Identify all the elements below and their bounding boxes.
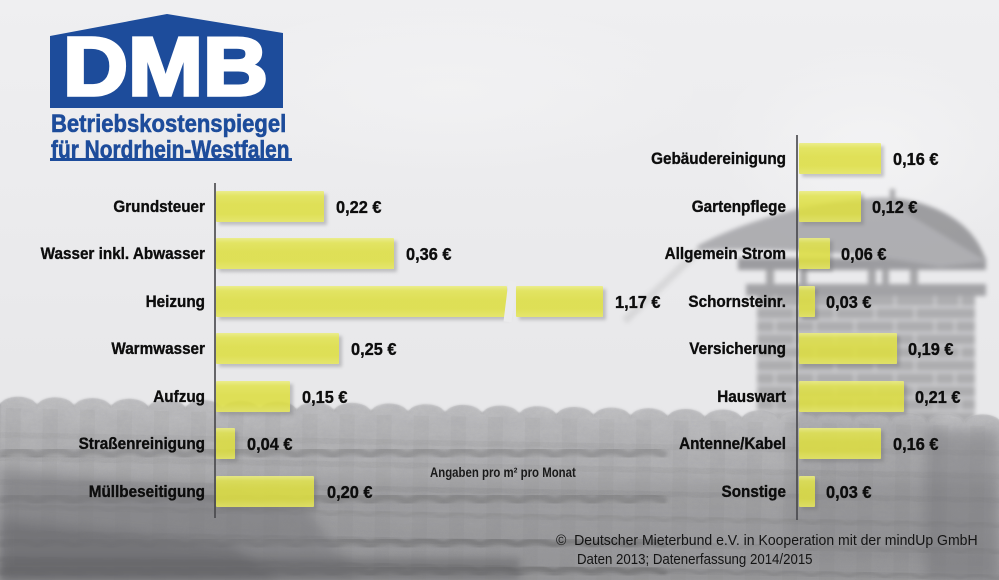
svg-text:DMB: DMB: [63, 20, 268, 113]
